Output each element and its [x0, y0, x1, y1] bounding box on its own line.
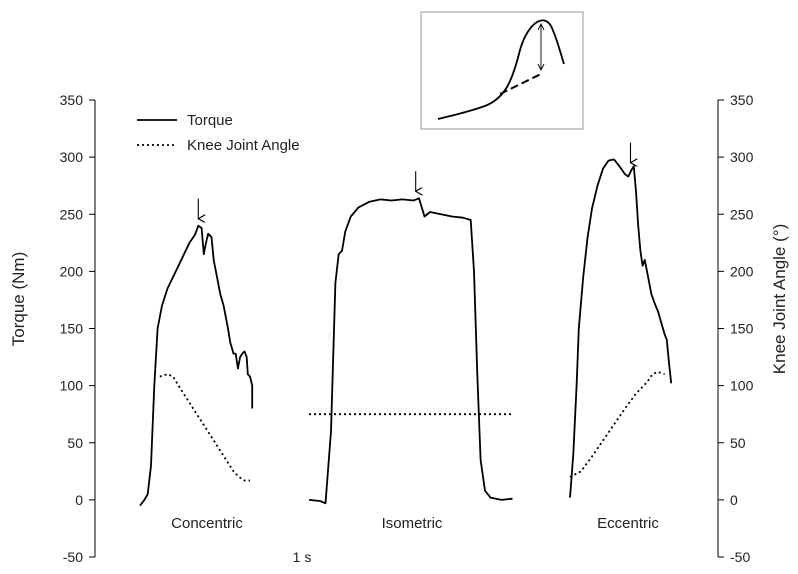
- left-tick-label: 200: [60, 263, 84, 279]
- right-tick-label: 0: [730, 492, 738, 508]
- inset-frame: [420, 11, 584, 130]
- torque-line-concentric: [139, 224, 254, 507]
- series-group: [139, 142, 673, 507]
- left-tick-label: 250: [60, 206, 84, 222]
- inset-arrow-bottom: [537, 63, 545, 72]
- left-tick-label: 100: [60, 378, 84, 394]
- right-tick-label: 150: [730, 321, 754, 337]
- legend: Torque Knee Joint Angle: [137, 112, 300, 154]
- condition-label-concentric: Concentric: [171, 515, 243, 532]
- left-tick-label: 50: [67, 435, 83, 451]
- legend-angle-label: Knee Joint Angle: [187, 137, 300, 154]
- condition-label-eccentric: Eccentric: [597, 515, 659, 532]
- right-tick-label: 200: [730, 263, 754, 279]
- right-y-axis: -50 0 50 100 150 200 250 300 350: [717, 92, 754, 565]
- right-axis-title: Knee Joint Angle (°): [770, 224, 789, 374]
- angle-line-concentric: [159, 373, 250, 482]
- left-axis-title: Torque (Nm): [9, 252, 28, 346]
- right-tick-label: 100: [730, 378, 754, 394]
- right-tick-label: 50: [730, 435, 746, 451]
- left-y-axis: -50 0 50 100 150 200 250 300 350: [60, 92, 96, 565]
- inset-arrow-top: [537, 22, 545, 31]
- condition-label-isometric: Isometric: [382, 515, 443, 532]
- time-scale-label: 1 s: [293, 549, 312, 565]
- inset-schematic: [420, 11, 584, 130]
- torque-line-eccentric: [569, 158, 673, 498]
- left-tick-label: -50: [63, 549, 83, 565]
- right-tick-label: 300: [730, 149, 754, 165]
- left-tick-label: 0: [75, 492, 83, 508]
- legend-torque-label: Torque: [187, 112, 233, 129]
- left-tick-label: 300: [60, 149, 84, 165]
- left-tick-label: 150: [60, 321, 84, 337]
- right-tick-label: -50: [730, 549, 750, 565]
- torque-line-isometric: [308, 197, 513, 505]
- angle-line-eccentric: [569, 370, 665, 478]
- right-tick-label: 250: [730, 206, 754, 222]
- right-tick-label: 350: [730, 92, 754, 108]
- left-tick-label: 350: [60, 92, 84, 108]
- inset-baseline-extrapolation: [499, 72, 544, 95]
- inset-torque-curve: [437, 19, 565, 120]
